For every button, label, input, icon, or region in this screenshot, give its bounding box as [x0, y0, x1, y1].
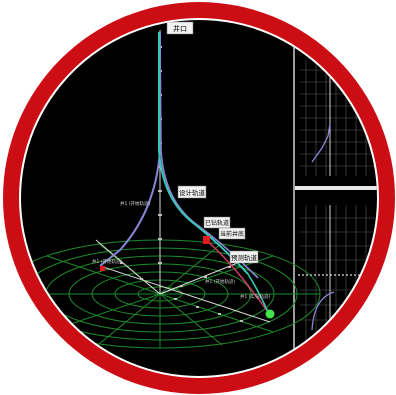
start-marker — [100, 266, 105, 271]
svg-text:井口: 井口 — [173, 24, 187, 33]
predicted-trajectory — [205, 239, 269, 313]
label-top: 井口 — [166, 21, 194, 35]
current-bit — [203, 236, 210, 244]
left-axis-tag: 井1 (开始轨迹) — [92, 258, 123, 265]
label-predict: 预测轨道 — [229, 250, 259, 264]
label-design: 设计轨道 — [177, 185, 207, 199]
svg-text:已钻轨道: 已钻轨道 — [205, 219, 229, 227]
upper-axis-tag: 井1 (开始轨迹) — [120, 200, 151, 207]
svg-text:设计轨道: 设计轨道 — [179, 188, 206, 197]
svg-text:当前井底: 当前井底 — [220, 230, 244, 238]
label-drilled: 已钻轨道 — [203, 216, 231, 229]
svg-text:预测轨道: 预测轨道 — [231, 253, 258, 262]
well-end-tag: 井1 (实钻轨迹) — [240, 293, 271, 300]
label-current: 当前井底 — [218, 227, 246, 240]
target-dot-icon — [265, 309, 275, 319]
drill-bit-icon — [203, 236, 210, 244]
right-axis-tag: 井1 (开始轨迹) — [205, 278, 236, 285]
drilled-trajectory — [158, 32, 249, 275]
